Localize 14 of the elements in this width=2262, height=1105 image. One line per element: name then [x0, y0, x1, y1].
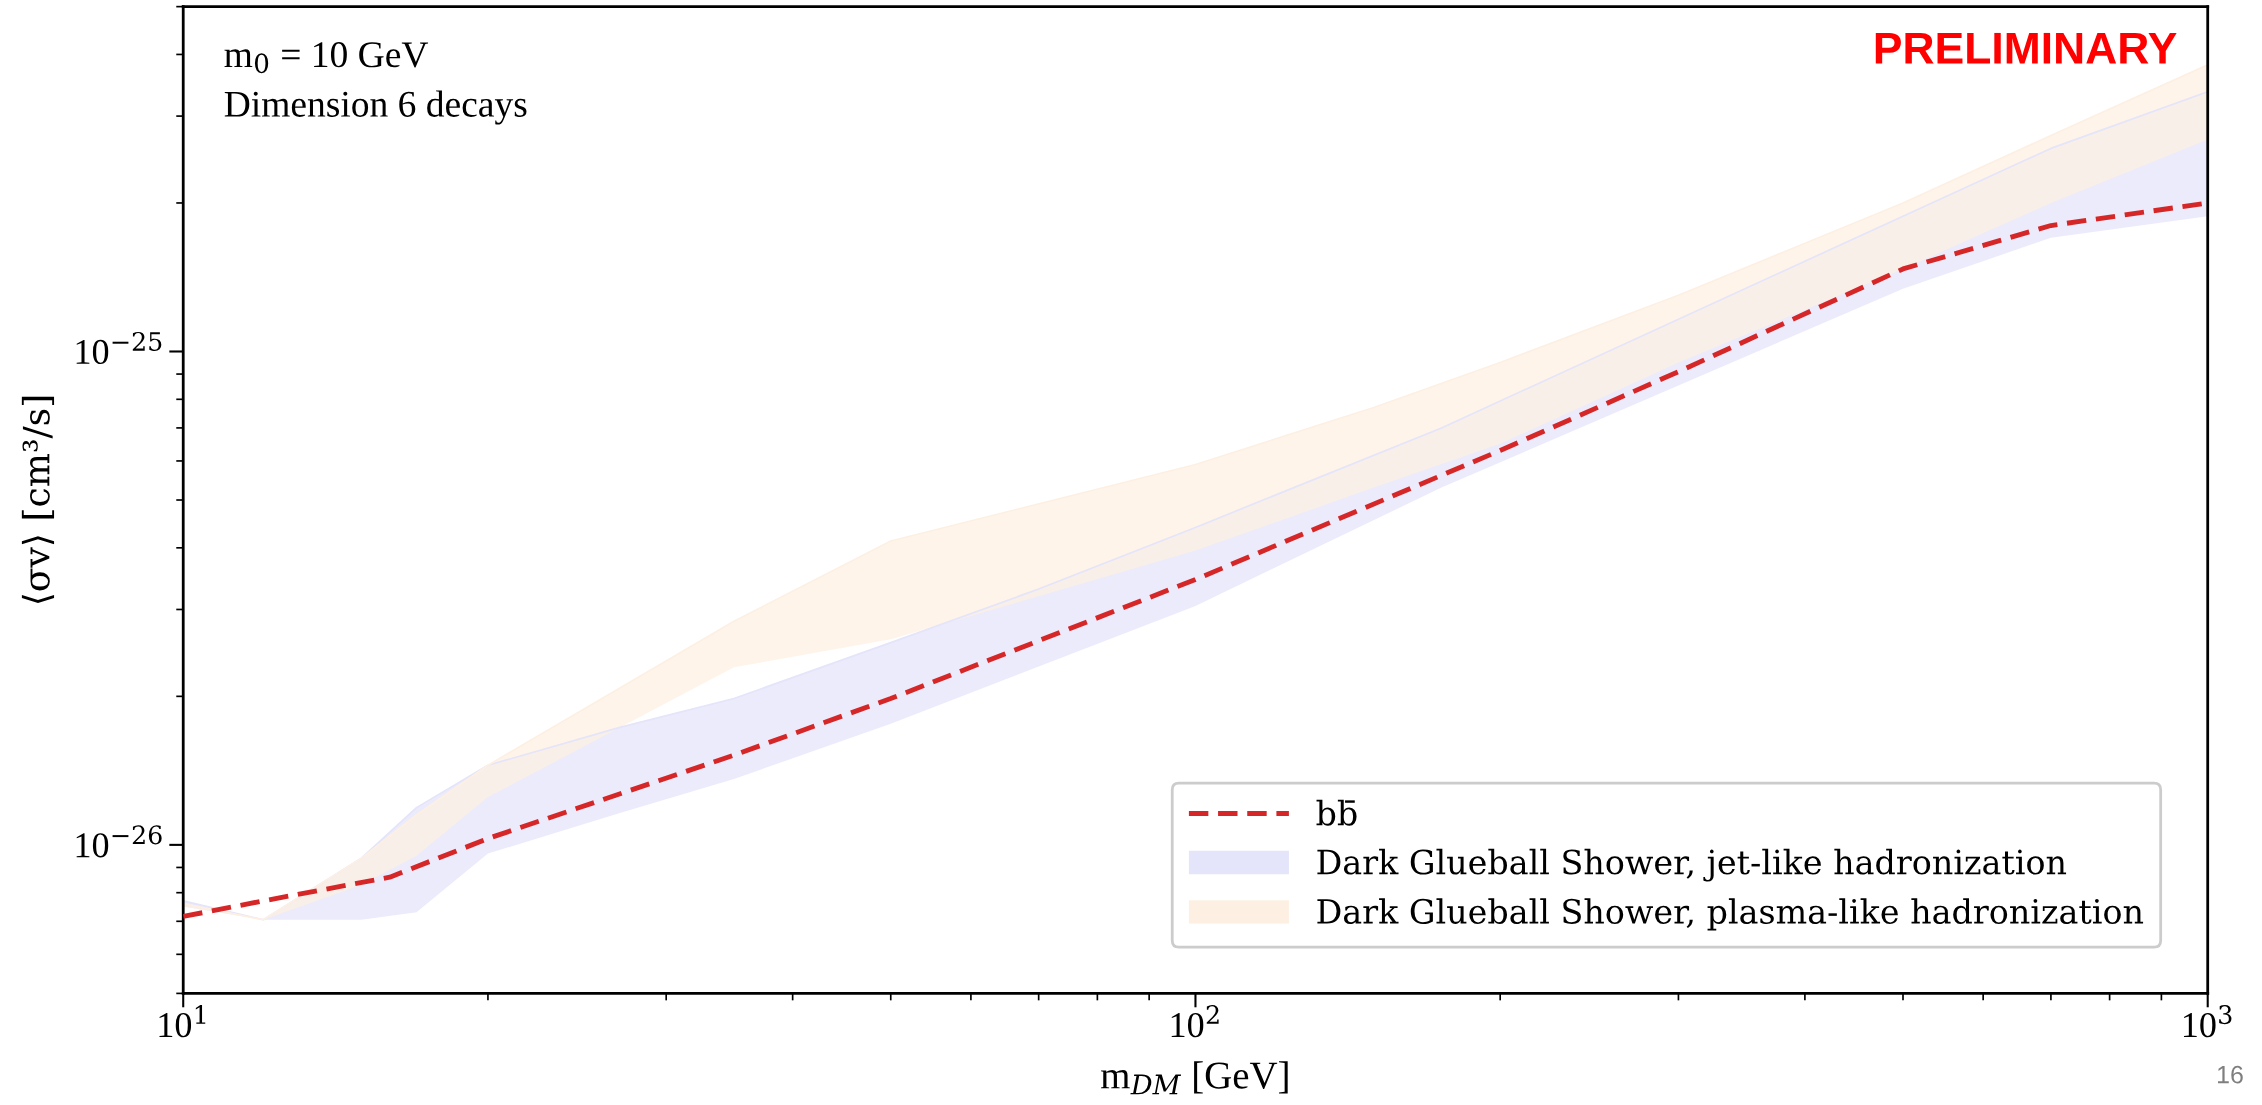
legend-label: Dark Glueball Shower, plasma-like hadronization [1317, 898, 2144, 931]
x-tick-label: 10$^{2}$ [1171, 1005, 1219, 1038]
legend-label: bb̄ [1316, 799, 1357, 826]
annotation: Dimension 6 decays [224, 90, 527, 125]
text: 16 [2218, 1065, 2243, 1084]
y-axis-title: ⟨σv⟩ [cm³/s] [21, 396, 55, 604]
x-tick-label: 10$^{1}$ [159, 1005, 206, 1038]
annotation: PRELIMINARY [1875, 32, 2177, 64]
legend-label: Dark Glueball Shower, jet-like hadronization [1317, 848, 2067, 882]
x-axis-title: m$_{DM}$ [GeV] [1101, 1061, 1288, 1095]
y-tick-label: 10$^{−26}$ [76, 825, 162, 858]
annotation: m$_{0}$ = 10 GeV [224, 42, 429, 74]
x-tick-label: 10$^{3}$ [2183, 1005, 2232, 1038]
y-tick-label: 10$^{−25}$ [76, 331, 162, 365]
